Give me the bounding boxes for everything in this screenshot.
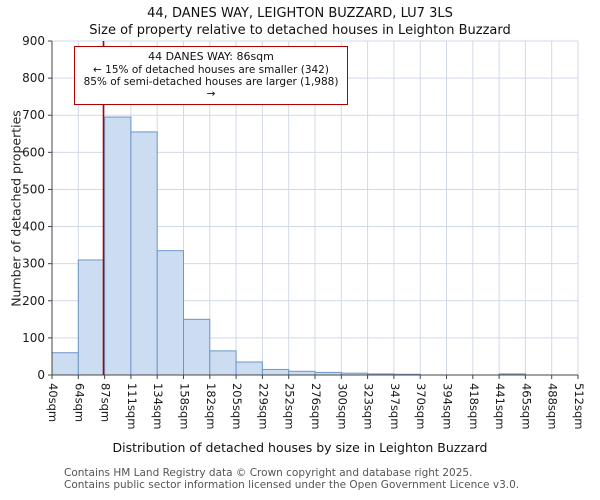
x-tick-label: 370sqm [414, 383, 428, 429]
histogram-bar [104, 116, 132, 376]
x-tick-label: 276sqm [309, 383, 323, 429]
x-tick-label: 87sqm [99, 383, 113, 422]
x-tick-label: 300sqm [335, 383, 349, 429]
histogram-bar [288, 370, 316, 376]
x-tick-label: 182sqm [204, 383, 218, 429]
marker-annotation: 44 DANES WAY: 86sqm ← 15% of detached ho… [74, 46, 348, 105]
x-tick-label: 158sqm [178, 383, 192, 429]
histogram-bar [156, 250, 184, 376]
annotation-line1: 44 DANES WAY: 86sqm [148, 50, 274, 63]
y-tick-label: 200 [22, 294, 45, 308]
footer-line1: Contains HM Land Registry data © Crown c… [64, 467, 473, 479]
histogram-bar [183, 318, 211, 376]
x-tick-label: 347sqm [388, 383, 402, 429]
x-tick-label: 205sqm [230, 383, 244, 429]
y-tick-label: 500 [22, 182, 45, 196]
y-tick-label: 400 [22, 220, 45, 234]
chart-svg: 40sqm 64sqm 87sqm 111sqm 134sqm 158sqm 182sqm 2… [22, 36, 586, 429]
y-tick-label: 600 [22, 145, 45, 159]
y-tick-label: 900 [22, 36, 45, 48]
x-tick-label: 134sqm [151, 383, 165, 429]
y-tick-label: 800 [22, 71, 45, 85]
x-axis-label: Distribution of detached houses by size … [112, 440, 488, 455]
y-tick-label: 0 [37, 368, 45, 382]
x-tick-label: 441sqm [493, 383, 507, 429]
chart-subtitle: Size of property relative to detached ho… [89, 23, 511, 38]
x-tick-label: 111sqm [125, 383, 139, 429]
annotation-line3: 85% of semi-detached houses are larger (… [83, 76, 339, 100]
chart-title: 44, DANES WAY, LEIGHTON BUZZARD, LU7 3LS [147, 6, 453, 21]
y-tick-label: 100 [22, 331, 45, 345]
x-tick-label: 64sqm [72, 383, 86, 422]
x-tick-label: 323sqm [362, 383, 376, 429]
histogram-bar [209, 350, 237, 376]
x-tick-label: 488sqm [546, 383, 560, 429]
histogram-bar [235, 361, 263, 376]
histogram-bar [77, 259, 106, 376]
x-tick-label: 40sqm [46, 383, 60, 422]
license-footer: Contains HM Land Registry data © Crown c… [64, 467, 520, 491]
y-tick-label: 300 [22, 257, 45, 271]
x-tick-label: 418sqm [467, 383, 481, 429]
footer-line2: Contains public sector information licen… [64, 478, 520, 491]
annotation-line2: ← 15% of detached houses are smaller (34… [93, 64, 329, 76]
x-tick-label: 465sqm [519, 383, 533, 429]
x-tick-label: 512sqm [572, 383, 586, 429]
y-tick-label: 700 [22, 108, 45, 122]
x-tick-label: 394sqm [441, 383, 455, 429]
x-tick-label: 252sqm [283, 383, 297, 429]
x-tick-label: 229sqm [256, 383, 270, 429]
histogram-bar [51, 352, 79, 376]
histogram-bar [130, 131, 158, 376]
histogram-bar [261, 368, 290, 376]
